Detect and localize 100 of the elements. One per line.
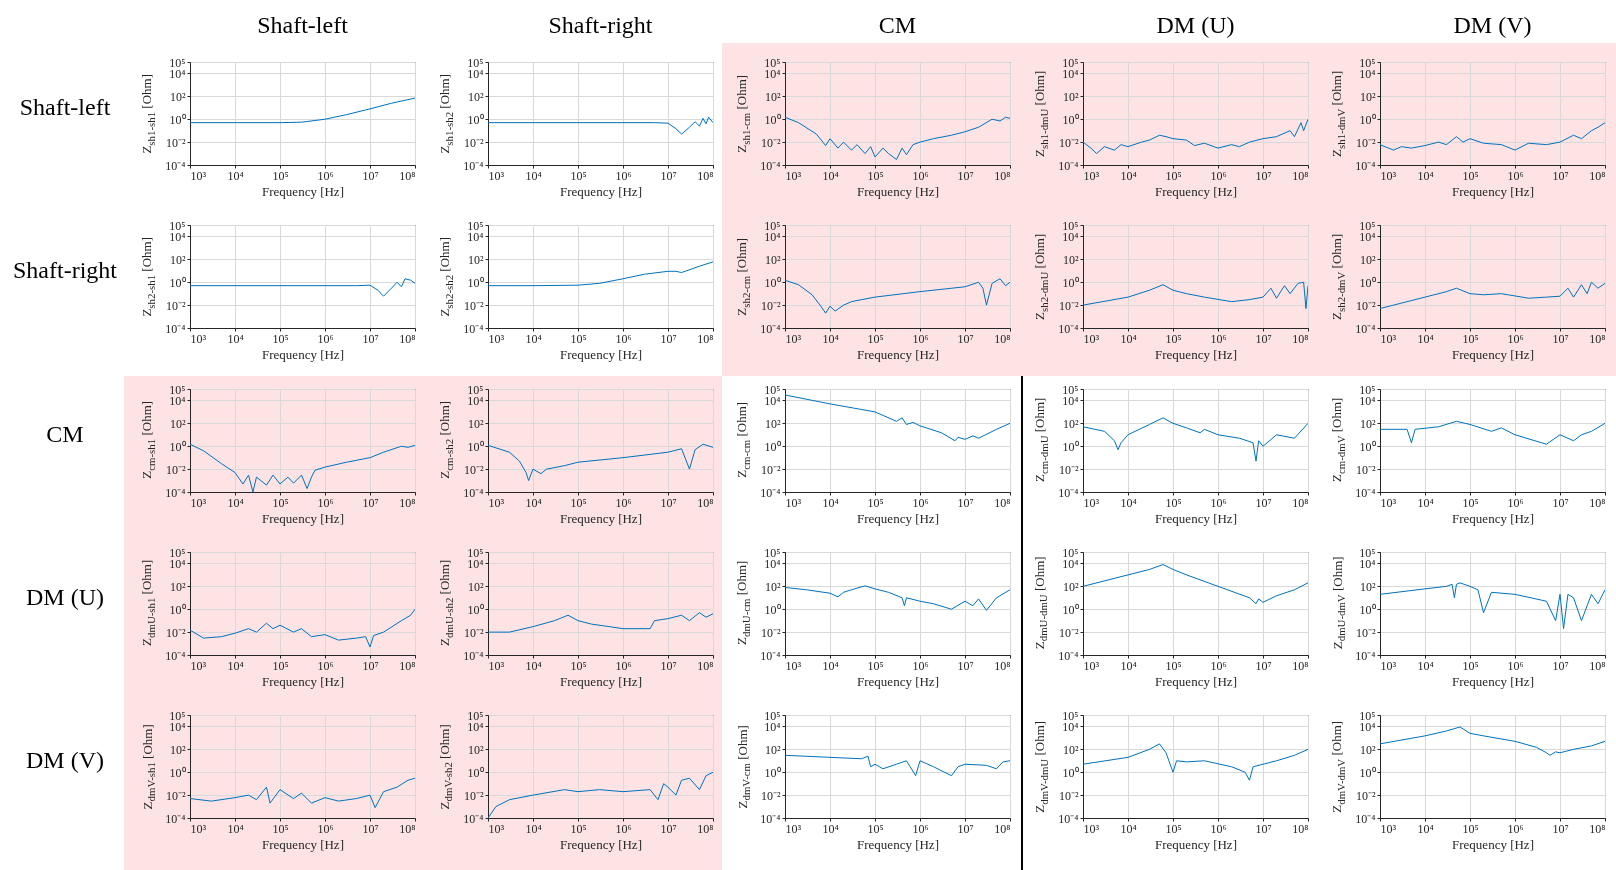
- text: DM (U): [25, 583, 105, 611]
- x-tick-label: 10⁷: [1552, 821, 1569, 836]
- x-tick-label: 10⁷: [1552, 331, 1569, 346]
- x-tick-label: 10⁴: [822, 658, 839, 673]
- y-tick-label: 10⁵: [764, 708, 781, 723]
- x-tick-label: 10⁷: [1254, 495, 1272, 510]
- y-tick-label: 10⁻²: [1058, 788, 1079, 803]
- y-tick-label: 10⁴: [1359, 720, 1376, 735]
- x-tick-label: 10⁷: [1254, 821, 1272, 836]
- y-tick-label: 10⁻²: [1355, 788, 1376, 803]
- y-tick-label: 10⁻⁴: [760, 811, 781, 826]
- x-tick-label: 10⁵: [1164, 495, 1182, 510]
- x-tick-label: 10⁵: [1164, 331, 1182, 346]
- x-tick-label: 10⁶: [1209, 821, 1227, 836]
- chart-title: DM (V): [1453, 12, 1532, 38]
- x-tick-label: 10⁸: [994, 821, 1011, 836]
- x-tick-label: 10⁸: [1291, 495, 1308, 510]
- x-tick-label: 10⁸: [1589, 821, 1606, 836]
- y-tick-label: 10⁵: [169, 708, 186, 723]
- x-tick-label: 10⁶: [1507, 821, 1524, 836]
- x-tick-label: 10⁵: [1164, 658, 1182, 673]
- y-tick-label: 10⁻⁴: [1355, 485, 1376, 500]
- y-tick-label: 10⁴: [764, 230, 781, 245]
- x-tick-label: 10⁶: [317, 331, 334, 346]
- y-tick-label: 10⁰: [467, 602, 483, 617]
- x-tick-label: 10⁴: [1417, 821, 1434, 836]
- x-tick-label: 10⁷: [362, 495, 379, 510]
- y-tick-label: 10²: [169, 89, 186, 104]
- y-tick-label: 10⁻⁴: [1057, 811, 1078, 826]
- x-tick-label: 10⁵: [1462, 658, 1479, 673]
- x-tick-label: 10⁸: [1589, 168, 1606, 183]
- x-tick-label: 10⁶: [1507, 658, 1524, 673]
- x-axis-title: Frequency [Hz]: [262, 346, 344, 362]
- x-axis-title: Frequency [Hz]: [1452, 510, 1534, 526]
- x-tick-label: 10⁷: [362, 658, 379, 673]
- x-axis-title: Frequency [Hz]: [559, 836, 642, 852]
- x-tick-label: 10⁴: [1119, 331, 1137, 346]
- x-axis-title: Frequency [Hz]: [559, 673, 642, 689]
- y-tick-label: 10²: [1062, 253, 1079, 268]
- x-axis-title: Frequency [Hz]: [559, 183, 642, 199]
- x-tick-label: 10³: [190, 821, 207, 836]
- x-tick-label: 10⁴: [1417, 658, 1434, 673]
- y-tick-label: 10⁻⁴: [1355, 811, 1376, 826]
- y-tick-label: 10⁴: [1359, 230, 1376, 245]
- x-tick-label: 10³: [488, 331, 504, 346]
- y-tick-label: 10⁰: [1062, 439, 1078, 454]
- x-tick-label: 10⁸: [994, 331, 1011, 346]
- y-tick-label: 10⁰: [764, 439, 781, 454]
- y-tick-label: 10⁻²: [760, 135, 781, 150]
- y-tick-label: 10⁵: [1061, 218, 1078, 233]
- y-tick-label: 10⁻⁴: [165, 321, 186, 336]
- x-tick-label: 10⁷: [1254, 331, 1272, 346]
- x-tick-label: 10⁶: [614, 821, 632, 836]
- y-tick-label: 10⁵: [1061, 708, 1078, 723]
- x-tick-label: 10⁷: [957, 495, 974, 510]
- x-tick-label: 10⁷: [659, 658, 677, 673]
- y-tick-label: 10⁴: [1061, 720, 1078, 735]
- y-tick-label: 10⁵: [1359, 708, 1376, 723]
- x-tick-label: 10⁴: [1417, 495, 1434, 510]
- x-tick-label: 10⁵: [569, 495, 587, 510]
- y-tick-label: 10⁰: [169, 439, 186, 454]
- x-tick-label: 10⁵: [272, 658, 289, 673]
- y-tick-label: 10⁴: [169, 230, 186, 245]
- y-tick-label: 10⁻²: [463, 788, 484, 803]
- y-tick-label: 10⁻²: [760, 462, 781, 477]
- y-tick-label: 10⁰: [764, 765, 781, 780]
- x-tick-label: 10⁵: [867, 331, 884, 346]
- y-tick-label: 10⁰: [169, 602, 186, 617]
- x-tick-label: 10⁷: [362, 821, 379, 836]
- y-tick-label: 10⁰: [764, 276, 781, 291]
- x-axis-title: Frequency [Hz]: [857, 183, 939, 199]
- y-tick-label: 10⁻²: [165, 788, 186, 803]
- x-tick-label: 10³: [1380, 168, 1397, 183]
- y-tick-label: 10⁻²: [1058, 298, 1079, 313]
- x-axis-title: Frequency [Hz]: [1154, 346, 1237, 362]
- x-tick-label: 10⁴: [1119, 821, 1137, 836]
- x-tick-label: 10³: [785, 168, 802, 183]
- y-tick-label: 10⁰: [1359, 112, 1376, 127]
- x-tick-label: 10⁶: [1209, 495, 1227, 510]
- x-tick-label: 10⁷: [362, 331, 379, 346]
- y-tick-label: 10⁰: [467, 765, 483, 780]
- y-tick-label: 10⁻²: [1355, 625, 1376, 640]
- y-tick-label: 10⁻⁴: [462, 321, 483, 336]
- x-tick-label: 10⁴: [1119, 658, 1137, 673]
- x-tick-label: 10⁸: [1291, 821, 1308, 836]
- y-tick-label: 10⁵: [1359, 218, 1376, 233]
- x-tick-label: 10⁶: [317, 658, 334, 673]
- y-tick-label: 10⁻⁴: [462, 485, 483, 500]
- x-tick-label: 10⁴: [822, 495, 839, 510]
- x-tick-label: 10⁶: [614, 331, 632, 346]
- x-tick-label: 10⁵: [867, 168, 884, 183]
- x-tick-label: 10⁷: [1552, 168, 1569, 183]
- x-tick-label: 10⁷: [659, 168, 677, 183]
- x-tick-label: 10³: [1083, 658, 1099, 673]
- y-tick-label: 10⁰: [467, 276, 483, 291]
- x-tick-label: 10⁵: [1164, 821, 1182, 836]
- y-tick-label: 10⁻⁴: [1057, 158, 1078, 173]
- x-axis-title: Frequency [Hz]: [1452, 673, 1534, 689]
- x-tick-label: 10³: [488, 495, 504, 510]
- x-tick-label: 10³: [1380, 658, 1397, 673]
